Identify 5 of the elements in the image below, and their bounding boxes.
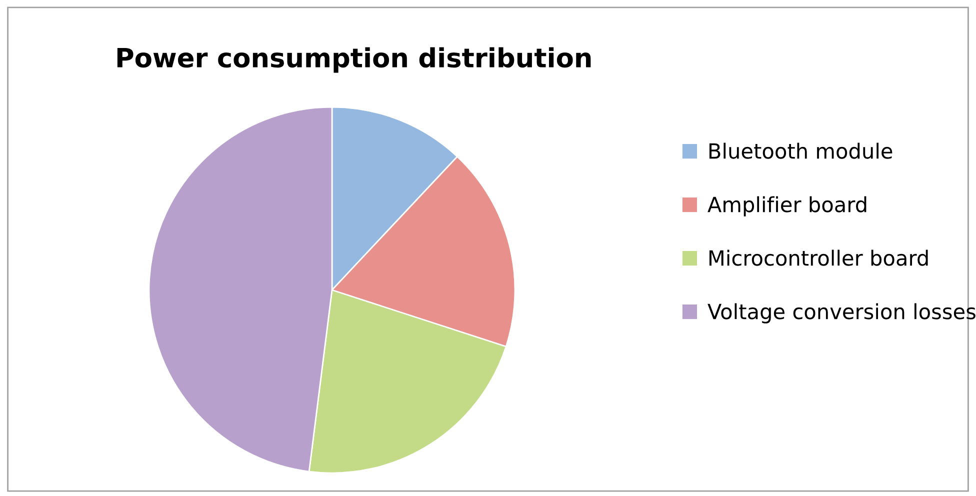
chart-title: Power consumption distribution xyxy=(117,47,591,73)
legend-label: Voltage conversion losses xyxy=(708,303,976,324)
legend-label: Bluetooth module xyxy=(709,142,892,159)
legend-label: Amplifier board xyxy=(708,196,866,216)
legend-label: Microcontroller board xyxy=(709,250,928,266)
